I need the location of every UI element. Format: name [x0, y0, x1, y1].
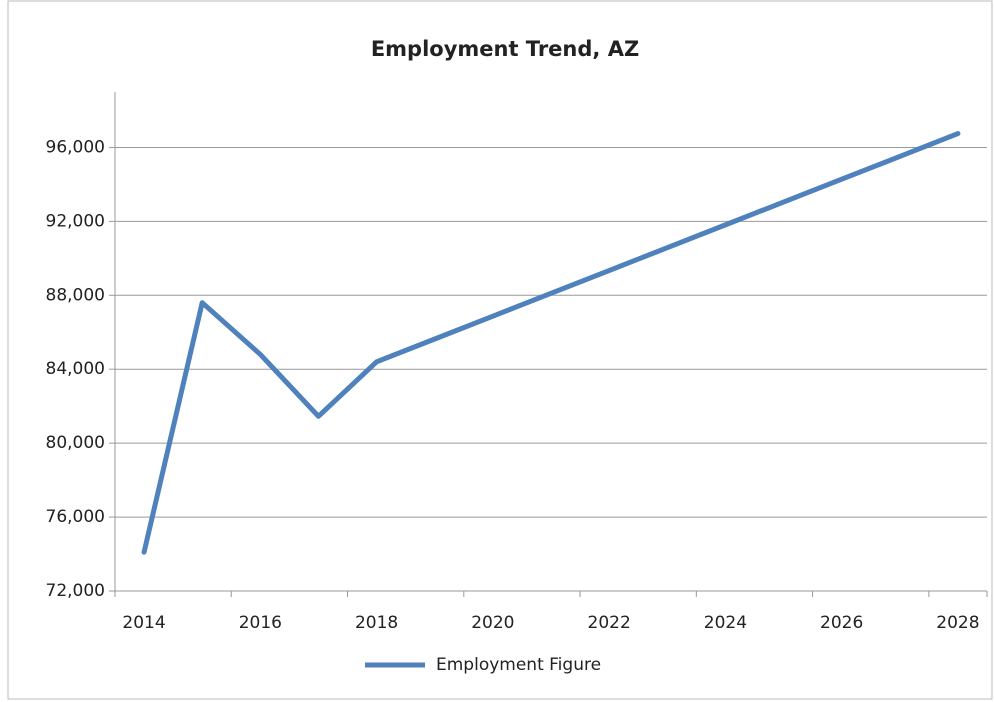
x-tick-label: 2018	[355, 613, 398, 633]
y-tick-label: 76,000	[46, 507, 105, 527]
y-tick-label: 88,000	[46, 285, 105, 305]
x-tick-label: 2026	[820, 613, 863, 633]
x-tick-label: 2022	[588, 613, 631, 633]
x-tick-label: 2028	[936, 613, 979, 633]
x-tick-label: 2024	[704, 613, 747, 633]
y-tick-label: 72,000	[46, 581, 105, 601]
chart-border	[7, 0, 993, 700]
x-tick-label: 2016	[239, 613, 282, 633]
chart-title: Employment Trend, AZ	[371, 37, 639, 61]
legend-label: Employment Figure	[436, 655, 601, 675]
y-tick-label: 96,000	[46, 137, 105, 157]
y-tick-label: 92,000	[46, 211, 105, 231]
x-tick-label: 2014	[122, 613, 165, 633]
x-tick-label: 2020	[471, 613, 514, 633]
series-line	[141, 131, 961, 555]
y-tick-label: 84,000	[46, 359, 105, 379]
y-tick-label: 80,000	[46, 433, 105, 453]
